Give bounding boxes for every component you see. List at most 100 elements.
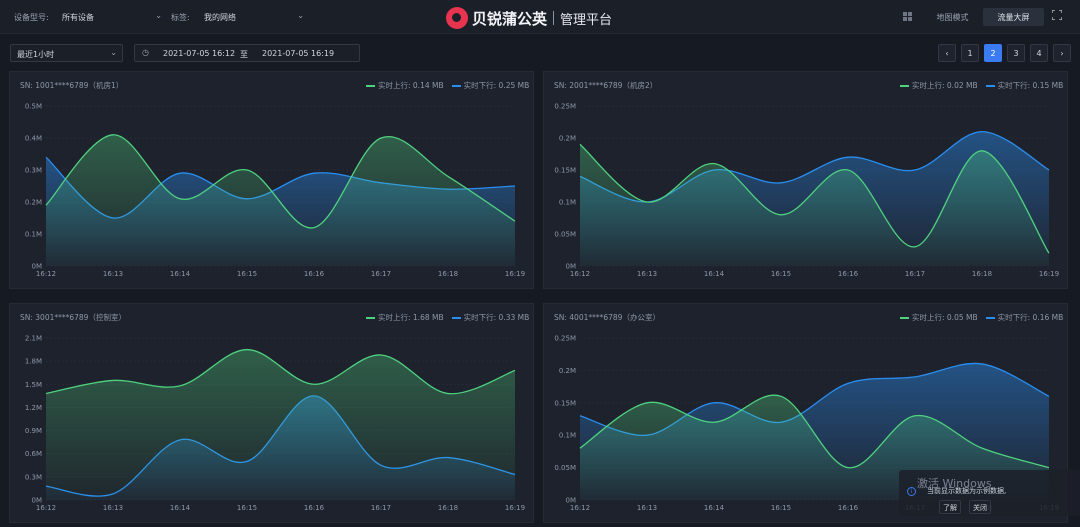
legend-swatch-down (985, 316, 995, 319)
x-tick-label: 16:19 (505, 270, 525, 278)
toast-body: 当前显示数据为示例数据, (927, 487, 1007, 495)
traffic-chart: 0M 0.1M 0.2M 0.3M 0.4M 0.5M 16:12 16:13 16:14 16:… (25, 103, 525, 279)
series-line-up[interactable] (579, 143, 1050, 254)
y-tick-label: 0.1M (559, 199, 576, 207)
tab-traffic-screen[interactable]: 流量大屏 (983, 8, 1044, 26)
time-range-select[interactable]: 最近1小时 ⌄ (10, 44, 123, 62)
y-tick-label: 0.2M (25, 199, 42, 207)
series-area-up (580, 144, 1049, 266)
y-tick-label: 0.5M (25, 103, 42, 111)
x-tick-label: 16:13 (637, 504, 657, 512)
y-tick-label: 0.3M (25, 167, 42, 175)
legend-swatch-down (451, 316, 461, 319)
legend-down: 实时下行: 0.33 MB (463, 313, 530, 322)
toast-actions: 了解 关闭 (939, 500, 999, 514)
traffic-chart-panel-2: SN: 2001****6789（机房2） 实时上行: 0.02 MB 实时下行… (543, 71, 1068, 289)
series-line-up[interactable] (45, 348, 516, 395)
x-tick-label: 16:13 (103, 504, 123, 512)
y-tick-label: 1.2M (25, 404, 42, 412)
mode-switch: 地图模式 流量大屏 (922, 8, 1044, 26)
fullscreen-icon[interactable] (1052, 10, 1062, 20)
y-tick-label: 0.15M (554, 399, 576, 407)
legend-down: 实时下行: 0.16 MB (997, 313, 1064, 322)
panel-title: SN: 2001****6789（机房2） (554, 81, 658, 90)
panel-title: SN: 1001****6789（机房1） (20, 81, 124, 90)
page-2-button[interactable]: 2 (984, 44, 1002, 62)
tab-map-mode[interactable]: 地图模式 (936, 13, 969, 22)
date-range-picker[interactable]: ◷ 2021-07-05 16:12 至 2021-07-05 16:19 (134, 44, 360, 62)
device-type-label: 设备型号: (14, 13, 49, 22)
x-tick-label: 16:16 (838, 504, 859, 512)
chart-legend: 实时上行: 0.02 MB 实时下行: 0.15 MB (892, 80, 1063, 91)
x-tick-label: 16:15 (771, 270, 791, 278)
legend-swatch-up (366, 316, 375, 319)
y-tick-label: 0M (566, 263, 577, 271)
device-type-select[interactable]: 所有设备 ⌄ (58, 8, 166, 26)
x-tick-label: 16:18 (972, 270, 992, 278)
traffic-chart: 0M 0.05M 0.1M 0.15M 0.2M 0.25M 16:12 16:13 16:14… (554, 103, 1059, 279)
y-tick-label: 0.3M (25, 473, 42, 481)
x-tick-label: 16:14 (170, 270, 191, 278)
toast-close-button[interactable]: 关闭 (969, 500, 991, 514)
page-1-button[interactable]: 1 (961, 44, 979, 62)
logo-icon (446, 7, 468, 29)
y-tick-label: 0M (32, 263, 43, 271)
y-tick-label: 2.1M (25, 335, 42, 343)
series-line-up[interactable] (45, 134, 516, 229)
brand: 贝锐蒲公英 管理平台 (446, 6, 612, 30)
legend-up: 实时上行: 0.14 MB (378, 81, 444, 90)
x-tick-label: 16:16 (304, 504, 325, 512)
end-time: 2021-07-05 16:19 (262, 49, 335, 58)
brand-name: 贝锐蒲公英 (472, 9, 548, 28)
y-tick-label: 0.25M (554, 103, 576, 111)
legend-swatch-up (900, 316, 909, 319)
chart-legend: 实时上行: 0.14 MB 实时下行: 0.25 MB (358, 80, 529, 91)
toast-learn-button[interactable]: 了解 (939, 500, 961, 514)
start-time: 2021-07-05 16:12 (163, 49, 236, 58)
y-tick-label: 0.4M (25, 135, 42, 143)
y-tick-label: 0.05M (554, 231, 576, 239)
x-tick-label: 16:12 (570, 504, 590, 512)
toast-title: 激活 Windows (917, 477, 992, 490)
legend-up: 实时上行: 1.68 MB (378, 313, 444, 322)
device-type-value: 所有设备 (62, 13, 94, 22)
next-page-button[interactable]: › (1053, 44, 1071, 62)
x-tick-label: 16:16 (838, 270, 859, 278)
legend-swatch-down (985, 84, 995, 87)
legend-swatch-down (451, 84, 461, 87)
y-tick-label: 0.1M (559, 432, 576, 440)
chevron-down-icon: ⌄ (155, 11, 162, 20)
legend-up: 实时上行: 0.02 MB (912, 81, 978, 90)
info-icon: i (907, 487, 916, 496)
y-tick-label: 0.2M (559, 367, 576, 375)
panel-title: SN: 3001****6789（控制室） (20, 313, 126, 322)
page-4-button[interactable]: 4 (1030, 44, 1048, 62)
tag-value: 我的网络 (204, 13, 236, 22)
chevron-down-icon: ⌄ (297, 11, 304, 20)
x-tick-label: 16:18 (438, 270, 458, 278)
legend-up: 实时上行: 0.05 MB (912, 313, 978, 322)
traffic-chart: 0M 0.3M 0.6M 0.9M 1.2M 1.5M 1.8M 2.1M 16:12 16:13… (25, 335, 525, 513)
x-tick-label: 16:14 (704, 270, 725, 278)
series-line-up[interactable] (579, 394, 1050, 469)
page-3-button[interactable]: 3 (1007, 44, 1025, 62)
x-tick-label: 16:19 (1039, 270, 1059, 278)
y-tick-label: 0.2M (559, 135, 576, 143)
x-tick-label: 16:12 (36, 504, 56, 512)
y-tick-label: 1.5M (25, 381, 42, 389)
x-tick-label: 16:14 (704, 504, 725, 512)
x-tick-label: 16:15 (237, 504, 257, 512)
x-tick-label: 16:15 (771, 504, 791, 512)
tag-select[interactable]: 我的网络 ⌄ (200, 8, 308, 26)
x-tick-label: 16:13 (103, 270, 123, 278)
grid-icon[interactable] (903, 12, 912, 21)
y-tick-label: 0.9M (25, 427, 42, 435)
y-tick-label: 0.05M (554, 464, 576, 472)
traffic-chart-panel-1: SN: 1001****6789（机房1） 实时上行: 0.14 MB 实时下行… (9, 71, 534, 289)
chevron-down-icon: ⌄ (110, 48, 117, 57)
series-line-down[interactable] (579, 130, 1050, 203)
tag-label: 标签: (171, 13, 190, 22)
prev-page-button[interactable]: ‹ (938, 44, 956, 62)
range-separator: 至 (240, 50, 248, 59)
x-tick-label: 16:17 (905, 270, 925, 278)
